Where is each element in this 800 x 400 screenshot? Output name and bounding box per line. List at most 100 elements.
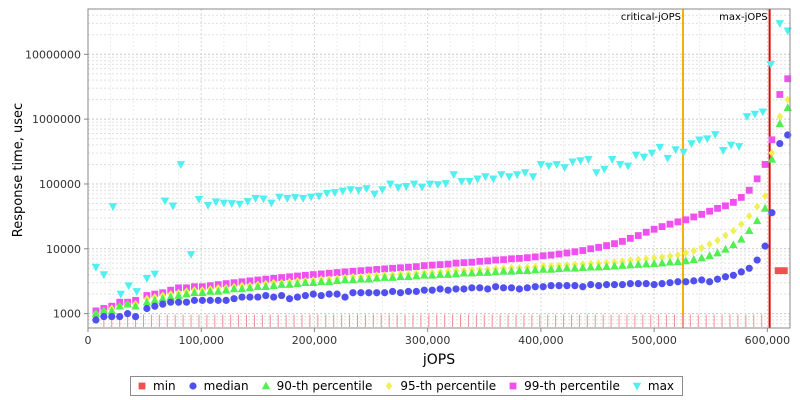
data-point: [357, 267, 365, 275]
data-point: [158, 294, 167, 302]
data-point: [294, 272, 301, 280]
data-point: [729, 271, 737, 279]
data-point: [348, 275, 358, 284]
data-point: [578, 263, 587, 272]
y-tick-label: 10000000: [25, 48, 81, 61]
legend-swatch: [632, 382, 642, 391]
data-point: [243, 198, 252, 206]
data-point: [674, 251, 682, 260]
data-point: [259, 195, 268, 204]
data-point: [745, 226, 754, 235]
data-point: [356, 274, 366, 283]
data-point: [325, 290, 333, 298]
data-point: [246, 293, 254, 301]
data-point: [476, 257, 484, 265]
data-point: [309, 278, 318, 286]
legend-label: median: [203, 379, 249, 393]
data-point: [618, 261, 627, 269]
x-tick-label: 300,000: [405, 334, 451, 347]
data-point: [214, 286, 223, 295]
data-point: [650, 254, 658, 263]
data-point: [768, 209, 776, 217]
data-point: [690, 213, 698, 221]
data-point: [523, 266, 532, 274]
legend-marker: [189, 382, 197, 390]
data-point: [107, 306, 116, 315]
data-point: [737, 234, 746, 243]
data-point: [579, 247, 587, 254]
data-point: [190, 288, 199, 297]
data-point: [603, 242, 610, 250]
legend-item: max: [632, 379, 674, 393]
data-point: [91, 263, 101, 272]
data-point: [774, 267, 782, 275]
data-points: [91, 20, 792, 324]
legend-label: max: [647, 379, 675, 393]
legend-item: 90-th percentile: [261, 379, 373, 393]
data-point: [587, 245, 595, 253]
data-point: [706, 207, 714, 215]
legend-swatch: [386, 382, 393, 390]
data-point: [780, 267, 788, 275]
data-point: [776, 112, 784, 121]
data-point: [737, 194, 745, 201]
data-point: [594, 262, 603, 271]
data-point: [555, 282, 563, 290]
data-point: [483, 268, 492, 276]
data-point: [378, 186, 387, 195]
data-point: [285, 295, 294, 303]
data-point: [190, 296, 199, 304]
data-point: [666, 279, 674, 287]
data-point: [420, 270, 429, 279]
data-point: [674, 278, 682, 286]
data-point: [531, 253, 539, 261]
data-point: [721, 273, 730, 281]
data-point: [262, 275, 270, 283]
data-point: [507, 266, 516, 275]
data-point: [515, 266, 524, 274]
data-point: [298, 195, 308, 203]
data-point: [649, 259, 659, 267]
data-point: [657, 258, 667, 267]
data-point: [698, 243, 705, 252]
data-point: [666, 252, 674, 261]
data-point: [547, 251, 555, 259]
data-point: [405, 263, 412, 271]
data-point: [706, 278, 714, 286]
data-point: [552, 161, 561, 169]
data-point: [309, 290, 317, 298]
data-point: [317, 277, 326, 286]
data-point: [198, 296, 206, 304]
data-point: [370, 190, 379, 199]
data-point: [539, 252, 547, 260]
data-point: [436, 285, 444, 293]
data-point: [365, 266, 373, 274]
data-point: [175, 284, 182, 292]
data-point: [459, 268, 469, 277]
data-point: [634, 280, 642, 288]
data-point: [317, 270, 325, 278]
data-point: [512, 171, 522, 179]
data-point: [443, 270, 453, 278]
x-tick-label: 0: [85, 334, 92, 347]
data-point: [682, 216, 690, 224]
data-point: [277, 280, 286, 288]
data-point: [389, 264, 396, 272]
data-point: [143, 304, 151, 313]
data-point: [554, 264, 564, 273]
data-point: [776, 91, 784, 98]
x-tick-label: 600,000: [745, 334, 791, 347]
data-point: [626, 260, 635, 269]
data-point: [760, 203, 770, 212]
legend-marker: [261, 381, 270, 390]
legend-label: 90-th percentile: [276, 379, 373, 393]
data-point: [742, 113, 752, 121]
data-point: [698, 210, 706, 218]
data-point: [425, 180, 435, 189]
data-point: [579, 283, 587, 291]
data-point: [275, 193, 284, 202]
data-point: [301, 278, 310, 286]
data-point: [571, 248, 579, 256]
data-point: [666, 220, 674, 228]
data-point: [776, 139, 784, 148]
